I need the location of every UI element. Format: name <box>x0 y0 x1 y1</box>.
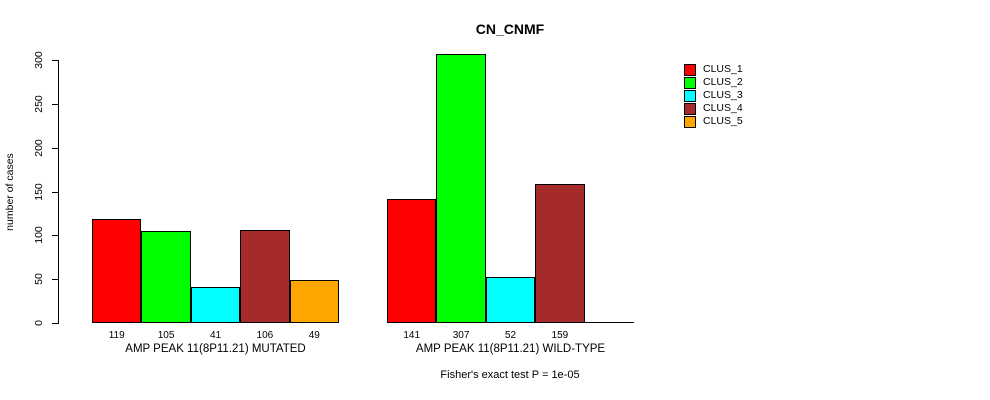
y-tick-label: 0 <box>33 320 45 326</box>
legend-label-clus_4: CLUS_4 <box>703 102 743 114</box>
legend-swatch-clus_5 <box>684 115 696 128</box>
fisher-test-label: Fisher's exact test P = 1e-05 <box>440 369 580 381</box>
legend-label-clus_1: CLUS_1 <box>703 63 743 75</box>
y-tick <box>52 103 58 105</box>
bar-clus-5-group1 <box>289 280 339 323</box>
legend-row: CLUS_4 <box>684 102 743 115</box>
y-tick-label: 150 <box>33 182 45 201</box>
bar-clus-1-group2 <box>387 199 437 323</box>
group-label-1: AMP PEAK 11(8P11.21) MUTATED <box>125 343 306 355</box>
legend-label-clus_3: CLUS_3 <box>703 89 743 101</box>
legend-row: CLUS_3 <box>684 89 743 102</box>
y-tick-label: 250 <box>33 95 45 113</box>
bar-clus-5-group2-zero-line <box>584 322 634 323</box>
y-tick-label: 200 <box>33 138 45 157</box>
legend-label-clus_2: CLUS_2 <box>703 76 743 88</box>
bar-value-label-clus-1-group1: 119 <box>108 330 125 341</box>
y-tick <box>52 60 58 61</box>
y-tick-label: 50 <box>33 273 45 285</box>
bar-value-label-clus-4-group2: 159 <box>551 330 569 341</box>
bar-value-label-clus-3-group1: 41 <box>209 330 222 341</box>
bar-clus-1-group1 <box>92 218 142 323</box>
legend: CLUS_1 CLUS_2 CLUS_3 CLUS_4 CLUS_5 <box>684 63 743 128</box>
y-tick <box>52 147 58 149</box>
legend-swatch-clus_3 <box>684 89 696 102</box>
bar-value-label-clus-1-group2: 141 <box>403 330 421 341</box>
bar-clus-4-group1 <box>240 230 290 323</box>
bar-clus-2-group2 <box>436 53 486 323</box>
bar-clus-2-group1 <box>141 230 191 323</box>
chart-title: CN_CNMF <box>475 21 545 37</box>
group-label-2: AMP PEAK 11(8P11.21) WILD-TYPE <box>415 343 606 355</box>
legend-swatch-clus_1 <box>684 63 696 76</box>
legend-row: CLUS_1 <box>684 63 743 76</box>
y-tick <box>52 235 58 237</box>
bar-value-label-clus-2-group2: 307 <box>452 330 470 341</box>
y-tick-label: 100 <box>33 226 45 245</box>
y-tick-label: 300 <box>33 51 45 69</box>
legend-label-clus_5: CLUS_5 <box>703 115 743 127</box>
bar-clus-3-group1 <box>190 287 241 323</box>
legend-row: CLUS_2 <box>684 76 743 89</box>
legend-swatch-clus_4 <box>684 102 696 115</box>
y-tick <box>52 191 58 193</box>
y-tick <box>52 279 58 281</box>
bar-value-label-clus-2-group1: 105 <box>157 330 175 341</box>
y-tick <box>52 323 58 324</box>
y-axis-line <box>58 60 59 324</box>
bar-value-label-clus-5-group1: 49 <box>308 330 320 341</box>
legend-swatch-clus_2 <box>684 76 696 89</box>
bar-value-label-clus-4-group1: 106 <box>256 330 274 341</box>
bar-value-label-clus-3-group2: 52 <box>504 330 517 341</box>
bar-clus-4-group2 <box>535 183 585 323</box>
legend-row: CLUS_5 <box>684 115 743 128</box>
bar-clus-3-group2 <box>485 277 536 323</box>
